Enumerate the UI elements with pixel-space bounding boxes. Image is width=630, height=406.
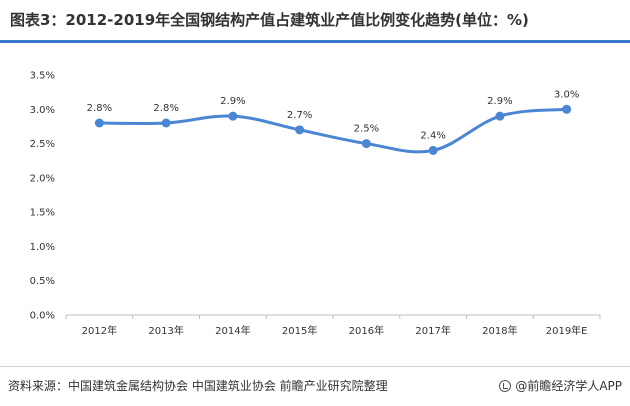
data-label: 3.0% <box>554 89 579 100</box>
x-tick-label: 2013年 <box>148 324 183 337</box>
data-point <box>295 125 305 135</box>
data-label: 2.4% <box>420 130 445 141</box>
y-tick-label: 2.5% <box>30 139 55 150</box>
x-tick-label: 2015年 <box>282 324 317 337</box>
x-tick-label: 2018年 <box>482 324 517 337</box>
x-tick-label: 2012年 <box>82 324 117 337</box>
x-tick-label: 2016年 <box>349 324 384 337</box>
footer-divider <box>0 366 630 367</box>
x-tick-label: 2014年 <box>215 324 250 337</box>
data-point <box>428 145 438 155</box>
x-tick-label: 2019年E <box>546 324 588 337</box>
y-tick-label: 3.5% <box>30 71 55 82</box>
data-point <box>228 111 238 121</box>
data-point <box>361 139 371 149</box>
brand-logo-icon <box>499 379 512 392</box>
data-label: 2.8% <box>153 103 178 114</box>
y-tick-label: 1.0% <box>30 242 55 253</box>
brand-credit: @前瞻经济学人APP <box>499 377 622 394</box>
data-point <box>562 104 572 114</box>
y-tick-label: 1.5% <box>30 208 55 219</box>
data-label: 2.8% <box>87 103 112 114</box>
chart-title: 图表3：2012-2019年全国钢结构产值占建筑业产值比例变化趋势(单位：%) <box>10 11 529 29</box>
y-tick-label: 3.0% <box>30 105 55 116</box>
y-tick-label: 0.0% <box>30 311 55 322</box>
data-point <box>94 118 104 128</box>
title-underline <box>0 40 630 43</box>
data-point <box>161 118 171 128</box>
series-line <box>97 107 569 154</box>
y-tick-label: 2.0% <box>30 173 55 184</box>
brand-label: @前瞻经济学人APP <box>515 379 622 393</box>
data-label: 2.7% <box>287 110 312 121</box>
y-tick-label: 0.5% <box>30 276 55 287</box>
data-label: 2.9% <box>487 96 512 107</box>
source-note: 资料来源：中国建筑金属结构协会 中国建筑业协会 前瞻产业研究院整理 <box>8 379 388 393</box>
data-label: 2.5% <box>354 124 379 135</box>
line-chart: 0.0% 0.5% 1.0% 1.5% 2.0% 2.5% 3.0% 3.5% 2012年 201… <box>30 71 601 337</box>
data-label: 2.9% <box>220 96 245 107</box>
data-point <box>495 111 505 121</box>
x-tick-label: 2017年 <box>415 324 450 337</box>
